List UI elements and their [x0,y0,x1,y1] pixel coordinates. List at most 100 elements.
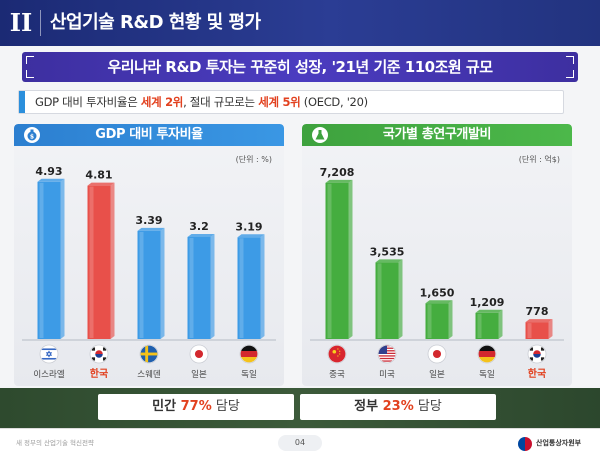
israel-flag-icon [39,344,59,364]
gdp-ratio-value-label: 3.19 [235,220,262,233]
footer: 새 정부의 산업기술 혁신전략 04 산업통상자원부 [0,428,600,460]
usa-flag-icon [377,344,397,364]
rd-spending-baseline [310,339,564,341]
rd-spending-panel: 국가별 총연구개발비 (단위 : 억$) 7,208 중국 3,535 미국 1,650… [302,124,572,386]
summary-box: GDP 대비 투자비율은 세계 2위, 절대 규모로는 세계 5위 (OECD,… [18,90,564,114]
government-percent: 23% [382,399,414,414]
rd-spending-bar-chart: 7,208 중국 3,535 미국 1,650 일본 1,209 독일 778 한국 [310,166,564,380]
svg-text:$: $ [30,133,34,140]
header-bar: II 산업기술 R&D 현황 및 평가 [0,0,600,46]
rd-spending-bar-shine [377,263,382,338]
government-suffix: 담당 [413,399,442,414]
banner-corner-tr [566,56,574,64]
gdp-ratio-bar-shine [239,238,244,338]
gdp-ratio-bar-group: 4.93 이스라엘 [33,165,64,380]
japan-flag-icon [189,344,209,364]
rd-spending-category-label: 일본 [429,370,445,380]
section-number: II [9,8,33,37]
footer-doc-title: 새 정부의 산업기술 혁신전략 [16,439,94,447]
rd-spending-bar-shine [477,313,482,338]
gdp-ratio-bar-side [60,178,65,339]
summary-text: GDP 대비 투자비율은 세계 2위, 절대 규모로는 세계 5위 (OECD,… [35,91,368,113]
gdp-ratio-bar-top [187,233,215,237]
rd-spending-bar-group: 3,535 미국 [370,245,405,380]
gdp-ratio-category-label: 일본 [191,370,207,380]
summary-highlight-rank-absolute: 세계 5위 [258,95,301,109]
rd-spending-unit: (단위 : 억$) [518,155,560,164]
summary-part1: GDP 대비 투자비율은 [35,95,141,109]
summary-part3: (OECD, '20) [300,95,368,109]
gdp-ratio-bar-side [160,227,165,339]
rd-spending-category-label: 한국 [528,368,546,380]
gdp-ratio-bar-shine [189,237,194,338]
gdp-ratio-bar-top [87,182,115,186]
rd-spending-bar-top [425,300,453,304]
gdp-ratio-bar-top [37,178,65,182]
germany-flag-icon [477,344,497,364]
china-flag-icon [327,344,347,364]
gdp-ratio-bar-group: 3.39 스웨덴 [135,214,165,380]
gdp-ratio-category-label: 독일 [241,370,257,380]
gdp-ratio-value-label: 4.81 [85,169,112,182]
rd-spending-bar-top [525,319,553,323]
rd-spending-bar-side [348,179,353,339]
gdp-ratio-category-label: 스웨덴 [137,369,161,380]
banner-corner-bl [26,70,34,78]
gdp-ratio-bar [37,181,61,339]
rd-spending-value-label: 3,535 [370,245,405,258]
rd-spending-value-label: 778 [526,305,549,318]
page-number: 04 [278,435,322,451]
rd-spending-value-label: 7,208 [320,166,355,179]
rd-spending-category-label: 미국 [379,370,395,380]
rd-spending-bar-side [548,319,553,339]
rd-spending-bar-top [325,179,353,183]
gdp-ratio-bar [237,237,261,339]
rd-spending-bar [475,312,499,339]
rd-spending-bar [425,303,449,339]
rd-spending-bar [525,322,549,339]
rd-spending-category-label: 독일 [479,370,495,380]
government-share-pill: 정부 23% 담당 [300,394,496,420]
rd-spending-value-label: 1,650 [420,286,455,299]
summary-part2: , 절대 규모로는 [183,95,259,109]
header-divider [40,10,41,36]
private-suffix: 담당 [211,399,240,414]
bottom-strip: 민간 77% 담당 정부 23% 담당 [0,388,600,428]
gdp-ratio-bar-group: 3.2 일본 [187,220,215,380]
headline-banner: 우리나라 R&D 투자는 꾸준히 성장, '21년 기준 110조원 규모 [22,52,578,82]
gdp-ratio-bar-side [260,234,265,339]
ministry-name: 산업통상자원부 [536,439,582,447]
rd-spending-bar-shine [427,304,432,338]
rd-spending-panel-header: 국가별 총연구개발비 [302,124,572,146]
rd-spending-bar-group: 1,650 일본 [420,286,455,380]
gdp-ratio-unit: (단위 : %) [235,155,272,164]
germany-flag-icon [239,344,259,364]
rd-spending-bar-side [448,300,453,339]
gdp-ratio-bar-shine [139,231,144,338]
rd-spending-bar-side [498,309,503,339]
gdp-ratio-bar [187,236,211,339]
private-percent: 77% [180,399,212,414]
gdp-ratio-bar [87,185,111,339]
rd-spending-bar-shine [327,183,332,338]
gdp-ratio-value-label: 4.93 [35,165,62,178]
rd-spending-bar-side [398,259,403,339]
private-label: 민간 [152,399,181,414]
gdp-ratio-chart-title: GDP 대비 투자비율 [95,127,203,142]
korea-flag-icon [527,344,547,364]
gdp-ratio-bar [137,230,161,339]
gdp-ratio-bar-side [110,182,115,339]
headline-text: 우리나라 R&D 투자는 꾸준히 성장, '21년 기준 110조원 규모 [107,58,493,76]
government-emblem-icon [518,437,532,451]
rd-spending-chart-title: 국가별 총연구개발비 [382,127,492,142]
gdp-ratio-value-label: 3.39 [135,214,162,227]
rd-spending-bar-group: 1,209 독일 [470,296,505,380]
sweden-flag-icon [139,344,159,364]
rd-spending-bar-group: 7,208 중국 [320,166,355,380]
rd-spending-bar [325,182,349,339]
rd-spending-bar-group: 778 한국 [525,305,553,380]
japan-flag-icon [427,344,447,364]
rd-spending-bar-top [375,259,403,263]
gdp-ratio-bar-top [237,234,265,238]
